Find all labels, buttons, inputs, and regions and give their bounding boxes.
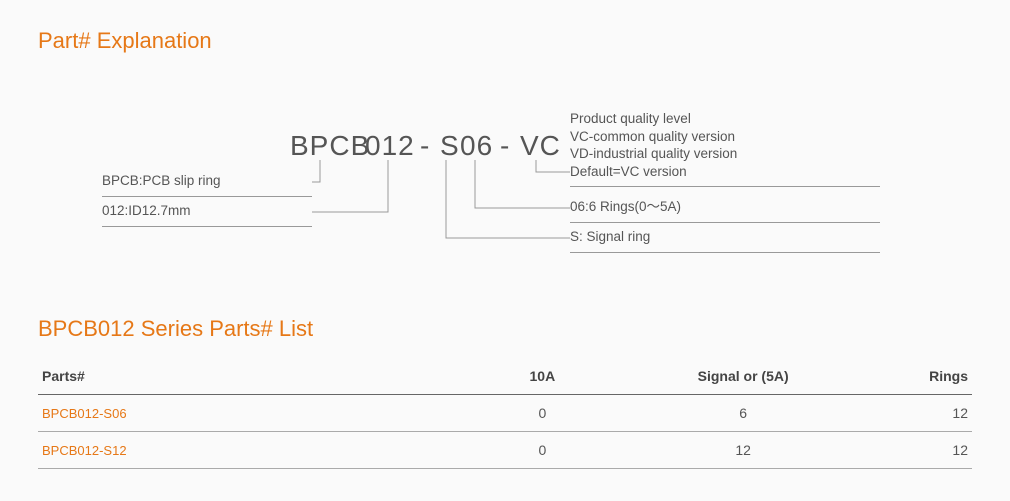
col-10a: 10A: [458, 358, 626, 395]
table-body: BPCB012-S06 0 6 12 BPCB012-S12 0 12 12: [38, 395, 972, 469]
cell-10a: 0: [458, 432, 626, 469]
col-parts: Parts#: [38, 358, 458, 395]
label-vc-line3: VD-industrial quality version: [570, 145, 880, 163]
partno-dash1: -: [420, 130, 430, 162]
label-vc-line2: VC-common quality version: [570, 128, 880, 146]
cell-signal: 6: [626, 395, 860, 432]
cell-part[interactable]: BPCB012-S12: [38, 432, 458, 469]
label-vc: Product quality level VC-common quality …: [570, 106, 880, 187]
label-012: 012:ID12.7mm: [102, 198, 312, 227]
label-bpcb: BPCB:PCB slip ring: [102, 168, 312, 197]
partno-seg-06: 06: [460, 130, 493, 162]
table-header-row: Parts# 10A Signal or (5A) Rings: [38, 358, 972, 395]
cell-part[interactable]: BPCB012-S06: [38, 395, 458, 432]
leader-012: [312, 160, 388, 212]
leader-s: [446, 160, 570, 238]
leader-bpcb: [312, 160, 320, 182]
col-signal: Signal or (5A): [626, 358, 860, 395]
heading-parts-list: BPCB012 Series Parts# List: [38, 316, 313, 342]
partno-diagram: BPCB 012 - S 06 - VC BPCB:PCB slip ring …: [0, 60, 1010, 260]
cell-rings: 12: [860, 432, 972, 469]
table-row: BPCB012-S06 0 6 12: [38, 395, 972, 432]
partno-seg-012: 012: [365, 130, 415, 162]
partno-seg-bpcb: BPCB: [290, 130, 370, 162]
partno-seg-vc: VC: [520, 130, 561, 162]
leader-06: [475, 160, 570, 208]
cell-10a: 0: [458, 395, 626, 432]
heading-explanation: Part# Explanation: [38, 28, 212, 54]
parts-table: Parts# 10A Signal or (5A) Rings BPCB012-…: [38, 358, 972, 469]
table-row: BPCB012-S12 0 12 12: [38, 432, 972, 469]
partno-dash2: -: [500, 130, 510, 162]
cell-signal: 12: [626, 432, 860, 469]
cell-rings: 12: [860, 395, 972, 432]
label-vc-line4: Default=VC version: [570, 163, 880, 181]
label-s: S: Signal ring: [570, 224, 880, 253]
col-rings: Rings: [860, 358, 972, 395]
label-06: 06:6 Rings(0～5A): [570, 194, 880, 223]
partno-seg-s: S: [440, 130, 460, 162]
label-vc-line1: Product quality level: [570, 110, 880, 128]
